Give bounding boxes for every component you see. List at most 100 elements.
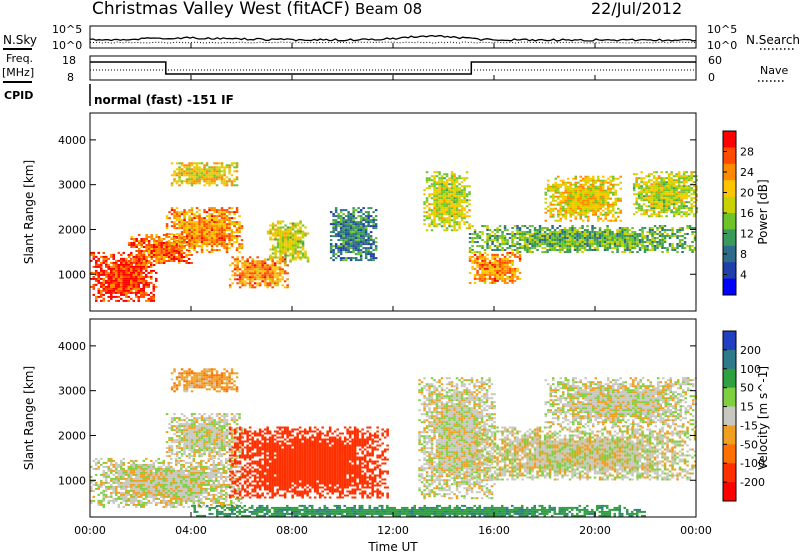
heatmap-cell [342, 229, 345, 232]
heatmap-cell [357, 207, 360, 210]
heatmap-cell [662, 195, 666, 198]
heatmap-cell [130, 473, 133, 476]
heatmap-cell [687, 177, 691, 180]
heatmap-cell [100, 499, 103, 502]
heatmap-cell [246, 282, 249, 285]
heatmap-cell [279, 220, 282, 223]
heatmap-cell [528, 235, 532, 237]
heatmap-cell [112, 277, 115, 280]
heatmap-cell [604, 203, 607, 206]
heatmap-cell [301, 232, 305, 235]
heatmap-cell [100, 457, 103, 460]
heatmap-cell [463, 223, 466, 226]
heatmap-cell [228, 239, 231, 242]
heatmap-cell [493, 277, 497, 280]
heatmap-cell [672, 193, 676, 196]
heatmap-cell [337, 215, 340, 218]
heatmap-cell [299, 222, 302, 225]
heatmap-cell [173, 243, 176, 246]
heatmap-cell [516, 251, 519, 253]
heatmap-cell [440, 199, 444, 202]
heatmap-cell [188, 233, 191, 236]
nave-tick-low: 0 [708, 71, 715, 84]
heatmap-cell [589, 205, 592, 208]
heatmap-cell [289, 240, 292, 243]
heatmap-cell [185, 243, 189, 246]
heatmap-cell [613, 239, 617, 241]
heatmap-cell [205, 227, 209, 230]
heatmap-cell [107, 295, 110, 298]
heatmap-cell [140, 244, 143, 246]
heatmap-cell [122, 473, 125, 476]
heatmap-cell [359, 235, 363, 238]
heatmap-cell [240, 239, 244, 242]
heatmap-cell [107, 275, 110, 278]
heatmap-cell [271, 276, 274, 279]
heatmap-cell [246, 276, 249, 279]
heatmap-cell [218, 223, 221, 226]
heatmap-cell [178, 213, 181, 216]
heatmap-cell [122, 273, 125, 276]
heatmap-cell [481, 261, 484, 264]
heatmap-cell [564, 199, 567, 202]
heatmap-cell [609, 189, 612, 192]
heatmap-cell [147, 254, 151, 256]
heatmap-cell [357, 227, 360, 230]
colorbar-tick-label: 24 [740, 166, 754, 179]
heatmap-cell [178, 237, 181, 240]
heatmap-cell [332, 251, 335, 254]
heatmap-cell [594, 211, 597, 214]
heatmap-cell [304, 232, 307, 235]
heatmap-cell [142, 242, 146, 244]
heatmap-cell [188, 172, 191, 175]
heatmap-cell [241, 264, 244, 267]
heatmap-cell [122, 483, 125, 486]
heatmap-cell [279, 246, 282, 249]
heatmap-cell [145, 261, 148, 264]
heatmap-cell [354, 245, 358, 248]
heatmap-cell [440, 181, 444, 184]
heatmap-cell [276, 280, 279, 283]
heatmap-cell [261, 262, 264, 265]
heatmap-cell [130, 269, 133, 272]
heatmap-cell [233, 237, 236, 240]
heatmap-cell [486, 245, 489, 247]
heatmap-cell [173, 221, 176, 224]
heatmap-cell [511, 231, 514, 233]
heatmap-cell [296, 244, 300, 247]
heatmap-cell [440, 201, 444, 204]
heatmap-cell [544, 191, 547, 194]
heatmap-cell [175, 237, 179, 240]
heatmap-cell [536, 241, 539, 243]
heatmap-cell [577, 207, 580, 210]
heatmap-cell [493, 267, 497, 270]
heatmap-cell [443, 205, 446, 208]
heatmap-cell [352, 229, 355, 232]
heatmap-cell [147, 242, 151, 244]
heatmap-cell [362, 225, 365, 228]
heatmap-cell [225, 166, 229, 169]
heatmap-cell [188, 225, 191, 228]
heatmap-cell [112, 497, 115, 500]
heatmap-cell [349, 229, 353, 232]
heatmap-cell [233, 278, 237, 281]
heatmap-cell [682, 181, 686, 184]
colorbar-tick-label: 16 [740, 207, 754, 220]
heatmap-cell [354, 247, 358, 250]
heatmap-cell [190, 241, 194, 244]
heatmap-cell [175, 240, 178, 242]
heatmap-cell [563, 227, 567, 229]
heatmap-cell [660, 209, 663, 212]
heatmap-cell [564, 213, 567, 216]
heatmap-cell [135, 495, 138, 498]
heatmap-cell [235, 247, 239, 250]
heatmap-cell [481, 239, 484, 241]
heatmap-cell [603, 233, 607, 235]
heatmap-cell [652, 209, 656, 212]
heatmap-cell [248, 264, 252, 267]
heatmap-cell [359, 231, 363, 234]
heatmap-cell [554, 195, 557, 198]
heatmap-cell [203, 241, 206, 244]
heatmap-cell [491, 279, 494, 282]
heatmap-cell [236, 260, 239, 263]
